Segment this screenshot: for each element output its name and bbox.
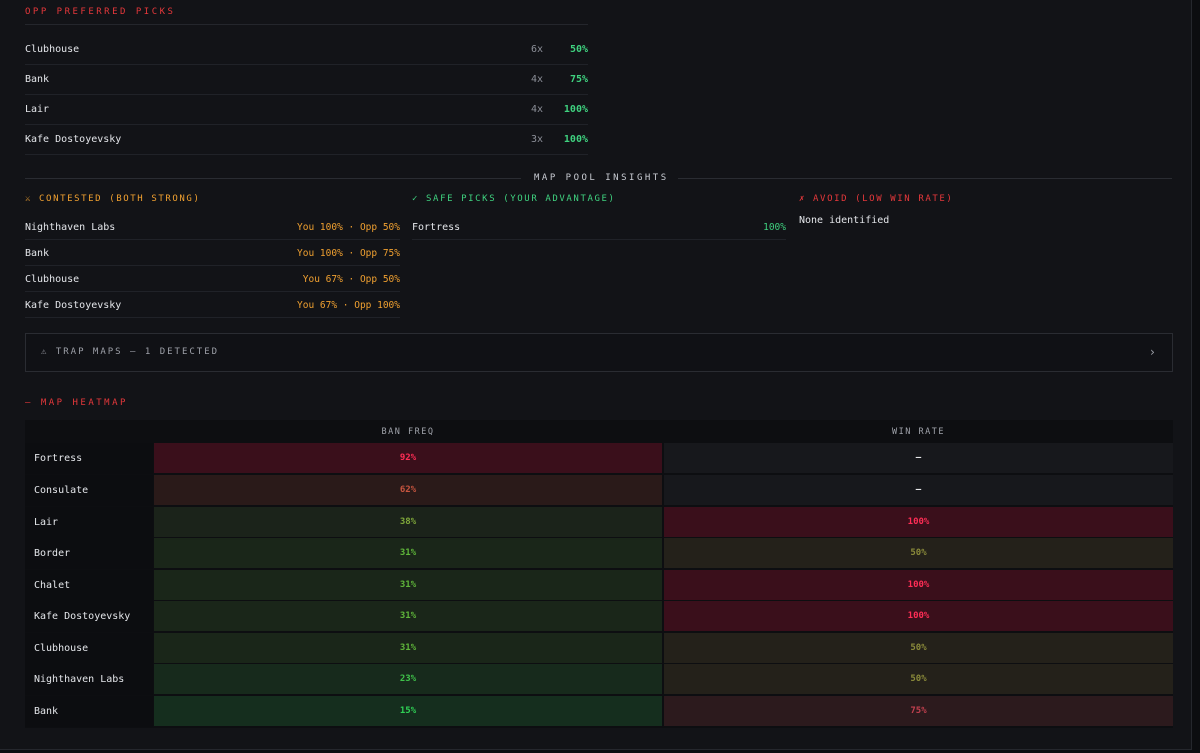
heatmap-map-name: Consulate bbox=[25, 475, 153, 506]
contested-value: You 100% · Opp 50% bbox=[297, 222, 400, 233]
heatmap-row: Bank 15% 75% bbox=[25, 696, 1173, 727]
pick-count: 6x bbox=[530, 44, 543, 55]
win-rate-cell: 50% bbox=[664, 538, 1173, 568]
map-name: Clubhouse bbox=[25, 44, 80, 55]
avoid-heading: ✗ AVOID (LOW WIN RATE) bbox=[799, 194, 954, 204]
win-pct: 75% bbox=[569, 74, 588, 85]
win-rate-cell: – bbox=[664, 475, 1173, 505]
map-name: Fortress bbox=[412, 222, 461, 233]
heatmap-map-name: Clubhouse bbox=[25, 633, 153, 664]
contested-row: Kafe Dostoyevsky You 67% · Opp 100% bbox=[25, 291, 400, 318]
map-name: Bank bbox=[25, 74, 50, 85]
heatmap-row: Chalet 31% 100% bbox=[25, 570, 1173, 601]
heatmap-row: Border 31% 50% bbox=[25, 538, 1173, 569]
heatmap-row: Consulate 62% – bbox=[25, 475, 1173, 506]
pick-count: 4x bbox=[530, 104, 543, 115]
heatmap-map-name: Fortress bbox=[25, 443, 153, 474]
opp-pick-row: Kafe Dostoyevsky 3x 100% bbox=[25, 124, 588, 155]
heatmap-row: Lair 38% 100% bbox=[25, 507, 1173, 538]
trap-maps-expander[interactable]: ⚠ TRAP MAPS — 1 DETECTED › bbox=[25, 333, 1173, 372]
opp-pick-row: Lair 4x 100% bbox=[25, 94, 588, 125]
map-name: Kafe Dostoyevsky bbox=[25, 134, 122, 145]
divider bbox=[678, 178, 1172, 179]
ban-freq-header: BAN FREQ bbox=[381, 427, 435, 437]
heatmap-map-name: Border bbox=[25, 538, 153, 569]
opp-pick-row: Bank 4x 75% bbox=[25, 64, 588, 95]
opp-pick-row: Clubhouse 6x 50% bbox=[25, 34, 588, 65]
contested-row: Bank You 100% · Opp 75% bbox=[25, 239, 400, 266]
map-name: Kafe Dostoyevsky bbox=[25, 300, 122, 311]
safe-pick-value: 100% bbox=[763, 222, 786, 233]
heatmap-row: Fortress 92% – bbox=[25, 443, 1173, 474]
map-heatmap-title: — MAP HEATMAP bbox=[25, 398, 128, 408]
ban-freq-cell: 31% bbox=[154, 633, 662, 663]
contested-value: You 67% · Opp 50% bbox=[302, 274, 400, 285]
win-rate-cell: 100% bbox=[664, 570, 1173, 600]
ban-freq-cell: 15% bbox=[154, 696, 662, 726]
heatmap-row: Nighthaven Labs 23% 50% bbox=[25, 664, 1173, 695]
map-name: Nighthaven Labs bbox=[25, 222, 116, 233]
contested-row: Clubhouse You 67% · Opp 50% bbox=[25, 265, 400, 292]
contested-heading: ⚔ CONTESTED (BOTH STRONG) bbox=[25, 194, 201, 204]
ban-freq-cell: 31% bbox=[154, 570, 662, 600]
win-rate-cell: 100% bbox=[664, 507, 1173, 537]
pick-count: 3x bbox=[530, 134, 543, 145]
opp-preferred-picks-title: OPP PREFERRED PICKS bbox=[25, 7, 176, 17]
ban-freq-cell: 62% bbox=[154, 475, 662, 505]
ban-freq-cell: 38% bbox=[154, 507, 662, 537]
map-name: Lair bbox=[25, 104, 50, 115]
contested-row: Nighthaven Labs You 100% · Opp 50% bbox=[25, 213, 400, 240]
avoid-empty-text: None identified bbox=[799, 215, 890, 226]
win-rate-cell: 100% bbox=[664, 601, 1173, 631]
win-rate-cell: – bbox=[664, 443, 1173, 473]
contested-value: You 100% · Opp 75% bbox=[297, 248, 400, 259]
map-heatmap-table: BAN FREQ WIN RATE Fortress 92% – Consula… bbox=[25, 420, 1173, 728]
pick-count: 4x bbox=[530, 74, 543, 85]
heatmap-row: Kafe Dostoyevsky 31% 100% bbox=[25, 601, 1173, 632]
map-name: Bank bbox=[25, 248, 50, 259]
ban-freq-cell: 31% bbox=[154, 601, 662, 631]
win-rate-header: WIN RATE bbox=[892, 427, 945, 437]
map-pool-insights-title: MAP POOL INSIGHTS bbox=[534, 173, 669, 183]
divider bbox=[25, 178, 521, 179]
win-pct: 100% bbox=[563, 104, 588, 115]
win-rate-cell: 75% bbox=[664, 696, 1173, 726]
trap-maps-label: ⚠ TRAP MAPS — 1 DETECTED bbox=[41, 347, 220, 357]
win-pct: 100% bbox=[563, 134, 588, 145]
heatmap-map-name: Kafe Dostoyevsky bbox=[25, 601, 153, 632]
heatmap-map-name: Bank bbox=[25, 696, 153, 727]
map-name: Clubhouse bbox=[25, 274, 80, 285]
chevron-right-icon[interactable]: › bbox=[1148, 345, 1156, 359]
heatmap-map-name: Lair bbox=[25, 507, 153, 538]
divider bbox=[25, 24, 588, 25]
safe-picks-heading: ✓ SAFE PICKS (YOUR ADVANTAGE) bbox=[412, 194, 616, 204]
win-rate-cell: 50% bbox=[664, 664, 1173, 694]
ban-freq-cell: 23% bbox=[154, 664, 662, 694]
win-rate-cell: 50% bbox=[664, 633, 1173, 663]
heatmap-row: Clubhouse 31% 50% bbox=[25, 633, 1173, 664]
win-pct: 50% bbox=[569, 44, 588, 55]
contested-value: You 67% · Opp 100% bbox=[297, 300, 400, 311]
heatmap-map-name: Nighthaven Labs bbox=[25, 664, 153, 695]
ban-freq-cell: 92% bbox=[154, 443, 662, 473]
safe-pick-row: Fortress 100% bbox=[412, 213, 786, 240]
heatmap-map-name: Chalet bbox=[25, 570, 153, 601]
ban-freq-cell: 31% bbox=[154, 538, 662, 568]
